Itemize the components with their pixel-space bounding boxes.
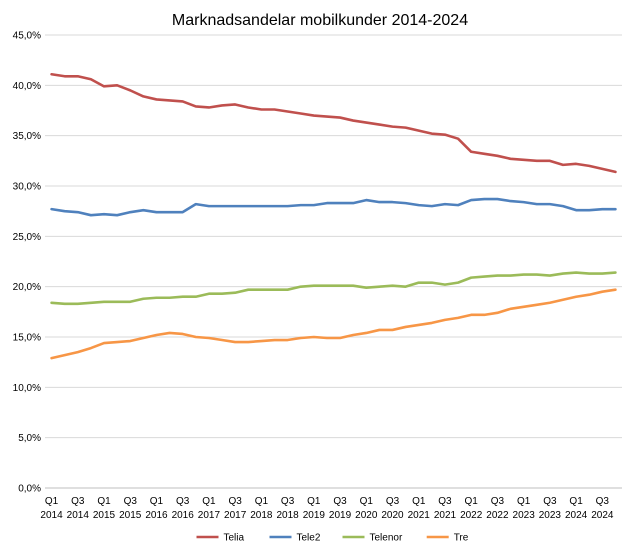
x-tick-label-year: 2015 bbox=[93, 510, 116, 521]
gridlines bbox=[45, 34, 622, 439]
x-tick-label-quarter: Q3 bbox=[543, 496, 557, 507]
series-line-tre bbox=[50, 288, 617, 360]
x-tick-label-year: 2018 bbox=[250, 510, 273, 521]
x-tick-label-year: 2016 bbox=[145, 510, 168, 521]
x-tick-label-year: 2020 bbox=[381, 510, 404, 521]
x-tick-label-quarter: Q1 bbox=[465, 496, 479, 507]
x-axis-tick-labels: Q1 2014 Q3 2014 Q1 2015 Q3 2015 Q1 2016 Q3 2016 Q1 20… bbox=[40, 496, 613, 521]
x-tick-label-year: 2022 bbox=[460, 510, 483, 521]
x-tick-label-year: 2018 bbox=[276, 510, 299, 521]
x-tick-label-quarter: Q3 bbox=[333, 496, 347, 507]
x-tick-label-quarter: Q3 bbox=[438, 496, 452, 507]
x-tick-label-year: 2021 bbox=[434, 510, 457, 521]
x-tick-label-year: 2022 bbox=[486, 510, 509, 521]
y-tick-label: 25,0% bbox=[13, 232, 41, 243]
series-line-telia bbox=[50, 72, 617, 174]
series-line-tele2 bbox=[50, 197, 617, 217]
x-tick-label-quarter: Q3 bbox=[491, 496, 505, 507]
x-tick-label-year: 2023 bbox=[513, 510, 536, 521]
legend: Telia Tele2 Telenor Tre bbox=[196, 533, 469, 544]
x-tick-label-quarter: Q3 bbox=[386, 496, 400, 507]
x-tick-label-year: 2020 bbox=[355, 510, 378, 521]
x-tick-label-quarter: Q1 bbox=[307, 496, 321, 507]
x-tick-label-year: 2016 bbox=[172, 510, 195, 521]
x-tick-label-quarter: Q3 bbox=[176, 496, 190, 507]
x-tick-label-year: 2019 bbox=[303, 510, 326, 521]
y-tick-label: 30,0% bbox=[13, 182, 41, 193]
y-tick-label: 35,0% bbox=[13, 131, 41, 142]
x-tick-label-quarter: Q1 bbox=[45, 496, 59, 507]
chart-title: Marknadsandelar mobilkunder 2014-2024 bbox=[172, 12, 468, 29]
x-tick-label-quarter: Q1 bbox=[97, 496, 111, 507]
y-axis-tick-labels: 0,0% 5,0% 10,0% 15,0% 20,0% 25,0% 30,0% 35,0% 40… bbox=[13, 31, 41, 495]
y-tick-label: 20,0% bbox=[13, 282, 41, 293]
y-tick-label: 40,0% bbox=[13, 81, 41, 92]
x-tick-label-quarter: Q3 bbox=[124, 496, 138, 507]
x-tick-label-quarter: Q1 bbox=[517, 496, 531, 507]
x-tick-label-quarter: Q3 bbox=[228, 496, 242, 507]
legend-label-telia: Telia bbox=[224, 533, 245, 544]
x-tick-label-quarter: Q1 bbox=[412, 496, 426, 507]
legend-label-tele2: Tele2 bbox=[297, 533, 321, 544]
x-tick-label-year: 2021 bbox=[408, 510, 431, 521]
x-tick-label-quarter: Q3 bbox=[596, 496, 610, 507]
y-tick-label: 0,0% bbox=[18, 484, 41, 495]
legend-label-tre: Tre bbox=[454, 533, 469, 544]
y-tick-label: 5,0% bbox=[18, 433, 41, 444]
x-tick-label-year: 2017 bbox=[224, 510, 247, 521]
x-tick-label-quarter: Q1 bbox=[569, 496, 583, 507]
x-tick-label-quarter: Q1 bbox=[360, 496, 374, 507]
series-line-telenor bbox=[50, 271, 617, 306]
x-tick-label-year: 2019 bbox=[329, 510, 352, 521]
x-tick-label-year: 2015 bbox=[119, 510, 142, 521]
x-tick-label-year: 2014 bbox=[40, 510, 63, 521]
x-tick-label-year: 2023 bbox=[539, 510, 562, 521]
x-tick-label-quarter: Q1 bbox=[202, 496, 216, 507]
x-tick-label-year: 2014 bbox=[67, 510, 90, 521]
y-tick-label: 15,0% bbox=[13, 333, 41, 344]
x-tick-label-year: 2017 bbox=[198, 510, 221, 521]
x-tick-label-quarter: Q3 bbox=[71, 496, 85, 507]
y-tick-label: 45,0% bbox=[13, 31, 41, 42]
x-tick-label-year: 2024 bbox=[591, 510, 614, 521]
series-lines bbox=[50, 72, 617, 360]
x-tick-label-quarter: Q3 bbox=[281, 496, 295, 507]
x-tick-label-year: 2024 bbox=[565, 510, 588, 521]
legend-label-telenor: Telenor bbox=[370, 533, 403, 544]
x-tick-label-quarter: Q1 bbox=[255, 496, 269, 507]
y-tick-label: 10,0% bbox=[13, 383, 41, 394]
x-tick-label-quarter: Q1 bbox=[150, 496, 164, 507]
